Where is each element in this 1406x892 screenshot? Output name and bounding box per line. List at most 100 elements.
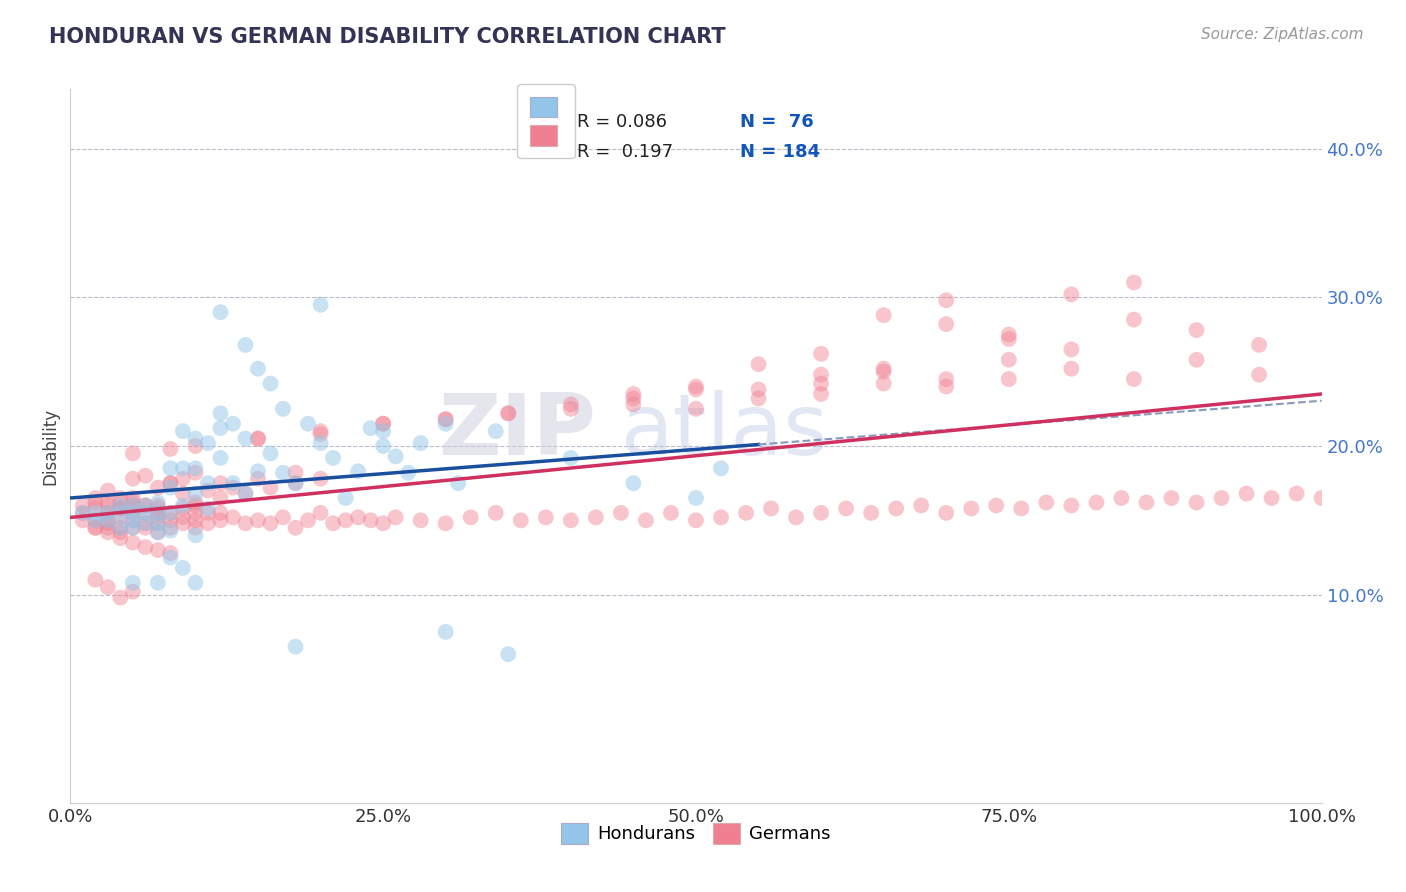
Point <box>159 550 181 565</box>
Point <box>110 506 132 520</box>
Point <box>271 401 294 416</box>
Point <box>560 513 582 527</box>
Point <box>347 464 370 478</box>
Text: R = 0.086: R = 0.086 <box>576 112 666 131</box>
Point <box>1236 486 1258 500</box>
Point <box>485 424 508 438</box>
Point <box>209 506 232 520</box>
Text: N =  76: N = 76 <box>740 112 814 131</box>
Point <box>184 521 207 535</box>
Point <box>159 524 181 538</box>
Point <box>621 397 644 411</box>
Point <box>146 510 169 524</box>
Point <box>146 481 169 495</box>
Point <box>159 506 181 520</box>
Point <box>97 580 120 594</box>
Point <box>247 513 270 527</box>
Point <box>209 450 232 465</box>
Point <box>447 476 470 491</box>
Point <box>121 472 145 486</box>
Point <box>146 501 169 516</box>
Point <box>110 491 132 505</box>
Point <box>409 436 432 450</box>
Text: ZIP: ZIP <box>439 390 596 474</box>
Point <box>97 499 120 513</box>
Point <box>997 327 1019 342</box>
Text: atlas: atlas <box>621 390 830 474</box>
Point <box>84 506 107 520</box>
Point <box>84 495 107 509</box>
Point <box>710 461 733 475</box>
Point <box>159 476 181 491</box>
Point <box>759 501 782 516</box>
Point <box>1010 501 1032 516</box>
Point <box>172 499 194 513</box>
Point <box>184 495 207 509</box>
Point <box>134 499 156 513</box>
Point <box>610 506 633 520</box>
Point <box>197 501 219 516</box>
Point <box>110 525 132 540</box>
Point <box>121 521 145 535</box>
Point <box>1111 491 1133 505</box>
Point <box>72 513 94 527</box>
Point <box>872 365 894 379</box>
Point <box>748 383 770 397</box>
Point <box>209 513 232 527</box>
Point <box>810 368 832 382</box>
Point <box>146 516 169 531</box>
Point <box>146 506 169 520</box>
Point <box>1249 338 1271 352</box>
Point <box>121 495 145 509</box>
Point <box>1060 361 1083 376</box>
Point <box>184 461 207 475</box>
Point <box>259 446 281 460</box>
Point <box>335 491 357 505</box>
Point <box>72 499 94 513</box>
Point <box>621 392 644 406</box>
Point <box>1185 352 1208 367</box>
Point <box>960 501 983 516</box>
Point <box>121 491 145 505</box>
Point <box>685 491 707 505</box>
Point <box>935 372 957 386</box>
Point <box>810 506 832 520</box>
Point <box>97 516 120 531</box>
Point <box>322 450 344 465</box>
Point <box>810 347 832 361</box>
Point <box>159 521 181 535</box>
Point <box>84 491 107 505</box>
Point <box>222 417 245 431</box>
Point <box>284 640 307 654</box>
Point <box>434 417 457 431</box>
Point <box>284 521 307 535</box>
Point <box>197 476 219 491</box>
Point <box>209 406 232 420</box>
Point <box>146 543 169 558</box>
Point <box>159 481 181 495</box>
Point <box>247 432 270 446</box>
Point <box>534 510 557 524</box>
Point <box>434 516 457 531</box>
Point <box>146 575 169 590</box>
Point <box>322 516 344 531</box>
Point <box>396 466 419 480</box>
Point <box>309 506 332 520</box>
Point <box>1310 491 1333 505</box>
Point <box>209 421 232 435</box>
Point <box>585 510 607 524</box>
Point <box>371 417 394 431</box>
Point <box>121 584 145 599</box>
Point <box>872 361 894 376</box>
Point <box>1060 343 1083 357</box>
Point <box>371 516 394 531</box>
Point <box>134 506 156 520</box>
Point <box>235 486 257 500</box>
Point <box>97 495 120 509</box>
Point <box>872 308 894 322</box>
Point <box>271 510 294 524</box>
Point <box>134 499 156 513</box>
Point <box>935 293 957 308</box>
Point <box>1160 491 1182 505</box>
Point <box>986 499 1008 513</box>
